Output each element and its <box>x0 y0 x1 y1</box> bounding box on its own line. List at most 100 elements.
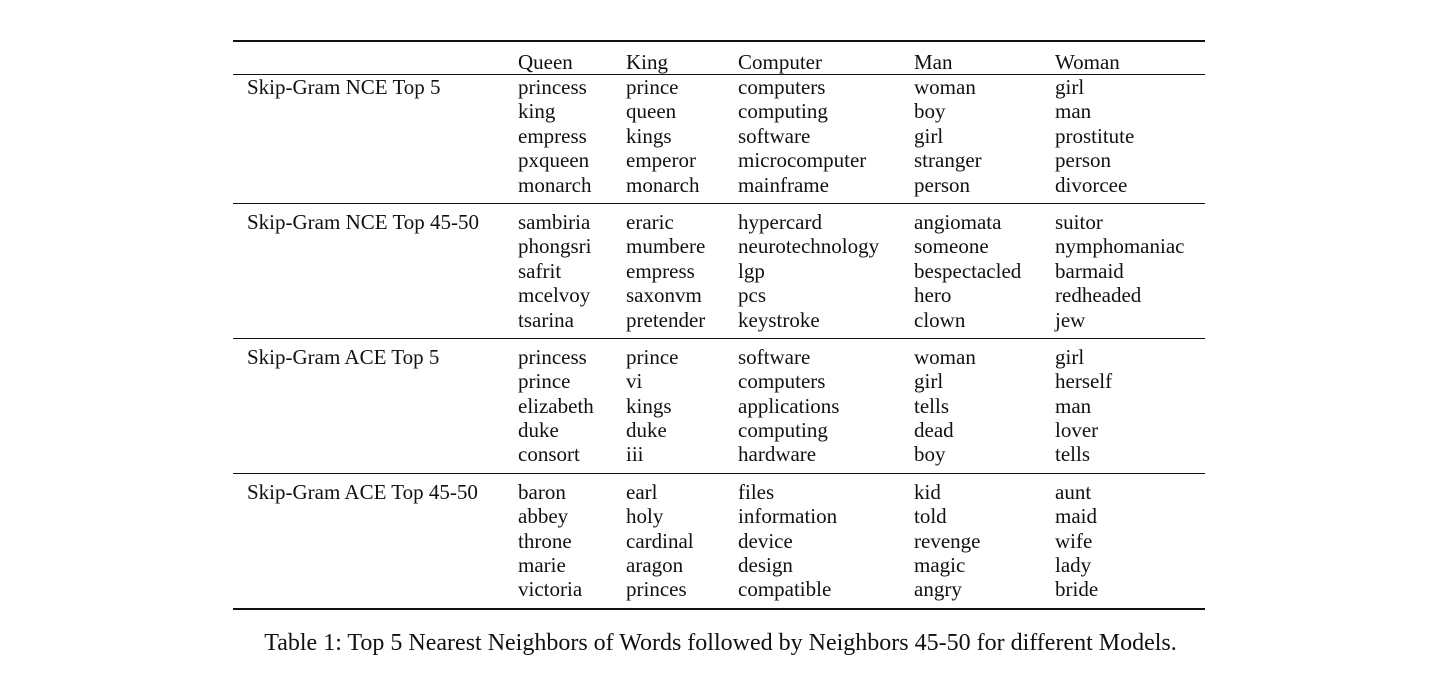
model-name-cell: Skip-Gram ACE Top 45-50 <box>247 479 478 504</box>
neighbor-word: boy <box>914 99 946 124</box>
neighbors-cell-man: woman girl tells dead boy <box>914 338 1055 473</box>
header-woman: Woman <box>1055 41 1205 75</box>
table-group-row: Skip-Gram NCE Top 45-50 sambiria phongsri s… <box>233 203 1205 339</box>
neighbors-cell-king: earl holy cardinal aragon princes <box>626 473 738 608</box>
neighbor-word: person <box>914 172 970 197</box>
neighbors-cell-man: kid told revenge magic angry <box>914 473 1055 608</box>
neighbor-word: lady <box>1055 553 1092 578</box>
neighbors-cell-woman: girl man prostitute person divorcee <box>1055 75 1205 204</box>
neighbor-word: saxonvm <box>626 283 702 308</box>
neighbor-word: device <box>738 528 793 553</box>
neighbors-cell-king: eraric mumbere empress saxonvm pretender <box>626 203 738 338</box>
neighbors-cell-computer: files information device design compatible <box>738 473 914 608</box>
neighbor-word: abbey <box>518 504 569 529</box>
neighbor-word: divorcee <box>1055 172 1128 197</box>
neighbors-cell-woman: aunt maid wife lady bride <box>1055 473 1205 608</box>
neighbor-word: prince <box>626 75 679 99</box>
neighbor-word: woman <box>914 344 976 369</box>
neighbor-word: computers <box>738 369 826 394</box>
neighbor-word: applications <box>738 393 840 418</box>
neighbor-word: elizabeth <box>518 393 594 418</box>
neighbor-word: woman <box>914 75 976 99</box>
neighbor-word: girl <box>914 369 944 394</box>
header-king: King <box>626 41 738 75</box>
neighbor-word: lgp <box>738 258 765 283</box>
neighbor-word: jew <box>1055 307 1086 332</box>
neighbor-word: consort <box>518 442 580 467</box>
neighbor-word: boy <box>914 442 946 467</box>
neighbor-word: girl <box>1055 75 1085 99</box>
neighbor-word: sambiria <box>518 209 591 234</box>
neighbor-word: revenge <box>914 528 981 553</box>
neighbor-word: herself <box>1055 369 1113 394</box>
neighbors-cell-king: prince queen kings emperor monarch <box>626 75 738 204</box>
neighbor-word: princess <box>518 75 587 99</box>
neighbor-word: earl <box>626 479 658 504</box>
header-man: Man <box>914 41 1055 75</box>
neighbor-word: person <box>1055 148 1111 173</box>
neighbor-word: iii <box>626 442 644 467</box>
neighbor-word: angry <box>914 577 962 602</box>
neighbor-word: girl <box>914 123 944 148</box>
neighbors-cell-woman: girl herself man lover tells <box>1055 338 1205 473</box>
neighbors-cell-computer: computers computing software microcomputer m… <box>738 75 914 204</box>
neighbor-word: mainframe <box>738 172 829 197</box>
neighbors-cell-queen: princess king empress pxqueen monarch <box>518 75 626 204</box>
neighbor-word: kings <box>626 123 672 148</box>
neighbor-word: princess <box>518 344 587 369</box>
neighbor-word: queen <box>626 99 677 124</box>
table-header-row: Queen King Computer Man Woman <box>233 41 1205 75</box>
neighbor-word: compatible <box>738 577 832 602</box>
neighbor-word: computing <box>738 99 828 124</box>
neighbor-word: marie <box>518 553 566 578</box>
neighbor-word: neurotechnology <box>738 234 880 259</box>
model-name-cell: Skip-Gram ACE Top 5 <box>247 344 440 369</box>
neighbor-word: keystroke <box>738 307 820 332</box>
neighbors-cell-queen: princess prince elizabeth duke consort <box>518 338 626 473</box>
table-group-row: Skip-Gram ACE Top 5 princess prince elizabe… <box>233 338 1205 474</box>
neighbor-word: software <box>738 344 811 369</box>
neighbor-word: vi <box>626 369 643 394</box>
neighbor-word: safrit <box>518 258 562 283</box>
neighbor-word: duke <box>518 418 559 443</box>
neighbor-word: girl <box>1055 344 1085 369</box>
neighbors-cell-man: angiomata someone bespectacled hero clown <box>914 203 1055 338</box>
neighbor-word: pretender <box>626 307 706 332</box>
neighbor-word: mcelvoy <box>518 283 591 308</box>
neighbor-word: lover <box>1055 418 1099 443</box>
neighbor-word: tells <box>1055 442 1090 467</box>
neighbor-word: maid <box>1055 504 1097 529</box>
neighbors-cell-woman: suitor nymphomaniac barmaid redheaded jew <box>1055 203 1205 338</box>
neighbor-word: eraric <box>626 209 674 234</box>
table-caption: Table 1: Top 5 Nearest Neighbors of Word… <box>0 628 1439 658</box>
neighbor-word: tells <box>914 393 949 418</box>
neighbor-word: hardware <box>738 442 817 467</box>
neighbor-word: bride <box>1055 577 1099 602</box>
neighbor-word: aragon <box>626 553 684 578</box>
header-computer: Computer <box>738 41 914 75</box>
nearest-neighbors-table-container: Queen King Computer Man Woman Skip-Gram … <box>233 40 1205 610</box>
neighbor-word: hero <box>914 283 952 308</box>
neighbor-word: mumbere <box>626 234 706 259</box>
header-queen: Queen <box>518 41 626 75</box>
neighbor-word: dead <box>914 418 954 443</box>
neighbor-word: monarch <box>626 172 700 197</box>
neighbor-word: wife <box>1055 528 1093 553</box>
neighbors-cell-queen: baron abbey throne marie victoria <box>518 473 626 608</box>
neighbor-word: throne <box>518 528 572 553</box>
neighbor-word: king <box>518 99 556 124</box>
neighbor-word: monarch <box>518 172 592 197</box>
neighbor-word: prince <box>626 344 679 369</box>
neighbor-word: magic <box>914 553 966 578</box>
neighbor-word: emperor <box>626 148 696 173</box>
neighbor-word: computers <box>738 75 826 99</box>
table-group-row: Skip-Gram NCE Top 5 princess king empress px… <box>233 75 1205 204</box>
neighbor-word: kid <box>914 479 941 504</box>
neighbor-word: pxqueen <box>518 148 590 173</box>
neighbors-cell-queen: sambiria phongsri safrit mcelvoy tsarina <box>518 203 626 338</box>
neighbor-word: tsarina <box>518 307 574 332</box>
table-body: Skip-Gram NCE Top 5 princess king empress px… <box>233 75 1205 609</box>
neighbor-word: cardinal <box>626 528 694 553</box>
neighbor-word: aunt <box>1055 479 1092 504</box>
neighbor-word: man <box>1055 99 1092 124</box>
